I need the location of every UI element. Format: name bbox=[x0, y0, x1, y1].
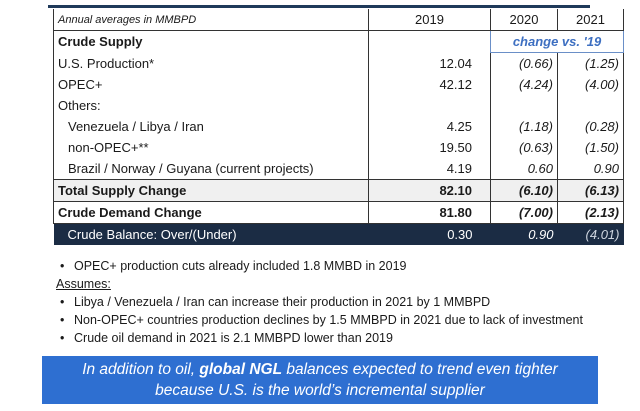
table-row: Venezuela / Libya / Iran 4.25 (1.18) (0.… bbox=[53, 116, 624, 137]
crude-supply-label: Crude Supply bbox=[53, 30, 369, 53]
change-vs-2019-note: change vs. '19 bbox=[490, 30, 624, 53]
col-2019: 2019 bbox=[368, 9, 491, 31]
table-row: U.S. Production* 12.04 (0.66) (1.25) bbox=[53, 52, 624, 74]
table-row: non-OPEC+** 19.50 (0.63) (1.50) bbox=[53, 137, 624, 158]
total-supply-row: Total Supply Change 82.10 (6.10) (6.13) bbox=[53, 179, 624, 202]
crude-demand-row: Crude Demand Change 81.80 (7.00) (2.13) bbox=[53, 201, 624, 224]
supply-demand-table: Annual averages in MMBPD 2019 2020 2021 … bbox=[53, 9, 624, 245]
top-rule bbox=[48, 5, 590, 8]
units-label: Annual averages in MMBPD bbox=[53, 9, 369, 31]
crude-balance-row: Crude Balance: Over/(Under) 0.30 0.90 (4… bbox=[53, 223, 624, 245]
table-header-row: Annual averages in MMBPD 2019 2020 2021 bbox=[53, 9, 624, 31]
crude-supply-row: Crude Supply change vs. '19 bbox=[53, 30, 624, 53]
list-item: • Non-OPEC+ countries production decline… bbox=[60, 313, 583, 327]
ngl-banner: In addition to oil, global NGL balances … bbox=[42, 356, 598, 404]
bullet-icon: • bbox=[60, 313, 65, 327]
list-item: • OPEC+ production cuts already included… bbox=[60, 259, 407, 273]
banner-line-2: because U.S. is the world’s incremental … bbox=[155, 382, 485, 399]
list-item: • Crude oil demand in 2021 is 2.1 MMBPD … bbox=[60, 331, 393, 345]
table-row: Others: bbox=[53, 95, 624, 116]
assumes-label: Assumes: bbox=[56, 277, 111, 291]
table-row: Brazil / Norway / Guyana (current projec… bbox=[53, 158, 624, 180]
banner-line-1: In addition to oil, global NGL balances … bbox=[82, 361, 558, 378]
bullet-icon: • bbox=[60, 331, 65, 345]
table-row: OPEC+ 42.12 (4.24) (4.00) bbox=[53, 74, 624, 95]
bullet-icon: • bbox=[60, 295, 65, 309]
col-2020: 2020 bbox=[490, 9, 558, 31]
list-item: • Libya / Venezuela / Iran can increase … bbox=[60, 295, 491, 309]
notes: • OPEC+ production cuts already included… bbox=[56, 257, 616, 347]
bullet-icon: • bbox=[60, 259, 65, 273]
col-2021: 2021 bbox=[557, 9, 624, 31]
